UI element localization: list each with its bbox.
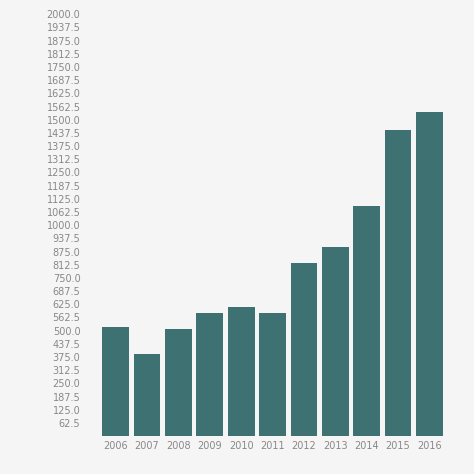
- Bar: [165, 328, 192, 436]
- Bar: [102, 328, 129, 436]
- Bar: [228, 308, 255, 436]
- Bar: [385, 130, 411, 436]
- Bar: [259, 313, 286, 436]
- Bar: [322, 247, 349, 436]
- Bar: [134, 354, 160, 436]
- Bar: [291, 263, 317, 436]
- Bar: [416, 112, 443, 436]
- Bar: [353, 206, 380, 436]
- Bar: [196, 313, 223, 436]
